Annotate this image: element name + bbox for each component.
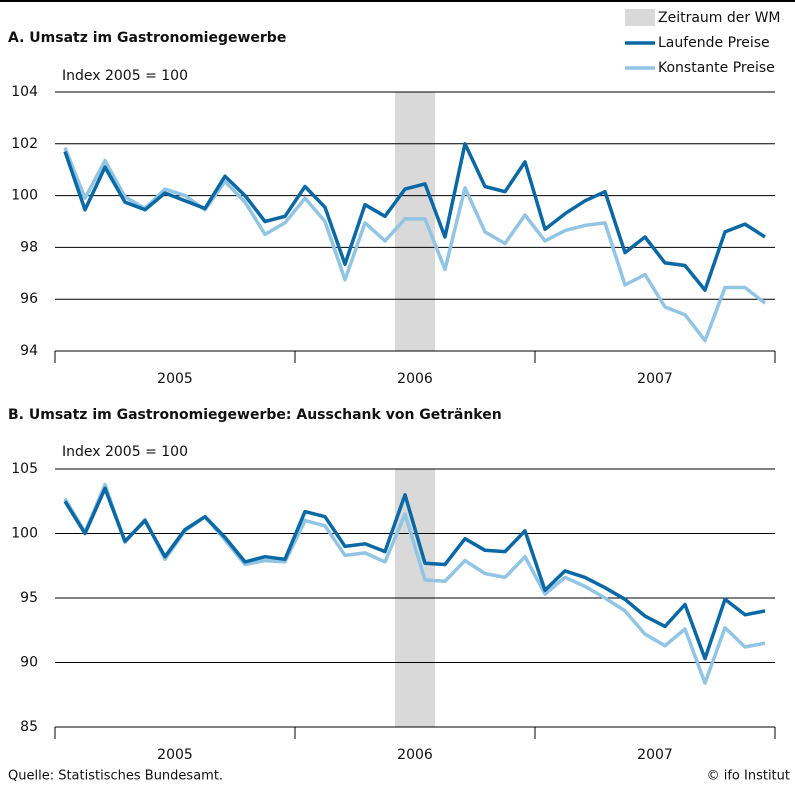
y-tick-label: 94 xyxy=(20,343,38,359)
x-tick-label: 2007 xyxy=(637,371,673,387)
panel-title: A. Umsatz im Gastronomiegewerbe xyxy=(8,30,286,46)
source: Quelle: Statistisches Bundesamt. xyxy=(8,769,223,784)
y-tick-label: 96 xyxy=(20,291,38,307)
y-axis-label: Index 2005 = 100 xyxy=(62,68,188,84)
y-axis-label: Index 2005 = 100 xyxy=(62,444,188,460)
x-tick-label: 2005 xyxy=(157,747,193,763)
y-tick-label: 104 xyxy=(11,84,38,100)
y-tick-label: 100 xyxy=(11,526,38,542)
x-tick-label: 2006 xyxy=(397,747,433,763)
y-tick-label: 98 xyxy=(20,239,38,255)
x-tick-label: 2007 xyxy=(637,747,673,763)
x-tick-label: 2005 xyxy=(157,371,193,387)
panel-title: B. Umsatz im Gastronomiegewerbe: Ausscha… xyxy=(8,407,502,423)
legend-swatch xyxy=(625,9,655,26)
y-tick-label: 90 xyxy=(20,655,38,671)
line-series xyxy=(63,486,766,661)
y-tick-label: 102 xyxy=(11,136,38,152)
y-tick-label: 85 xyxy=(20,719,38,735)
y-tick-label: 95 xyxy=(20,590,38,606)
x-tick-label: 2006 xyxy=(397,371,433,387)
y-tick-label: 105 xyxy=(11,461,38,477)
y-tick-label: 100 xyxy=(11,188,38,204)
legend-label: Zeitraum der WM xyxy=(658,10,781,26)
legend-label: Konstante Preise xyxy=(658,60,775,76)
line-series xyxy=(63,142,766,292)
line-series xyxy=(63,147,767,343)
legend-label: Laufende Preise xyxy=(658,35,770,51)
credit: © ifo Institut xyxy=(707,769,790,784)
